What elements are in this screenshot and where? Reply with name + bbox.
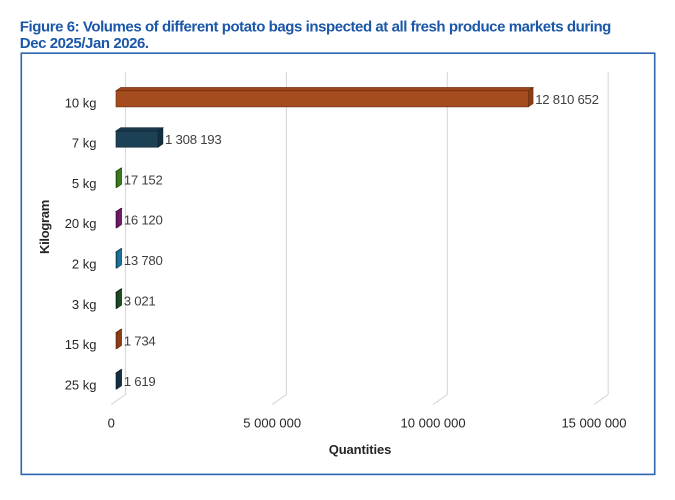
svg-text:1 619: 1 619: [124, 374, 156, 389]
svg-text:1 734: 1 734: [124, 334, 156, 349]
svg-text:15 kg: 15 kg: [65, 337, 97, 352]
svg-text:20 kg: 20 kg: [65, 216, 97, 231]
svg-text:16 120: 16 120: [124, 213, 163, 228]
svg-text:0: 0: [108, 416, 115, 431]
svg-text:10 kg: 10 kg: [65, 95, 97, 110]
svg-text:5 000 000: 5 000 000: [243, 416, 301, 431]
svg-text:1 308 193: 1 308 193: [165, 132, 221, 147]
svg-text:Figure 6: Volumes of different: Figure 6: Volumes of different potato ba…: [20, 18, 611, 35]
svg-text:Quantities: Quantities: [329, 442, 392, 457]
svg-text:15 000 000: 15 000 000: [561, 416, 626, 431]
svg-text:2 kg: 2 kg: [72, 257, 97, 272]
svg-text:10 000 000: 10 000 000: [401, 416, 466, 431]
svg-text:3 021: 3 021: [124, 293, 156, 308]
svg-text:Dec 2025/Jan 2026.: Dec 2025/Jan 2026.: [20, 35, 149, 52]
svg-text:12 810 652: 12 810 652: [535, 92, 599, 107]
svg-text:5 kg: 5 kg: [72, 176, 97, 191]
svg-text:7 kg: 7 kg: [72, 136, 97, 151]
svg-text:17 152: 17 152: [124, 172, 163, 187]
svg-text:25 kg: 25 kg: [65, 377, 97, 392]
svg-text:13 780: 13 780: [124, 253, 163, 268]
svg-text:3 kg: 3 kg: [72, 297, 97, 312]
svg-text:Kilogram: Kilogram: [37, 200, 52, 254]
